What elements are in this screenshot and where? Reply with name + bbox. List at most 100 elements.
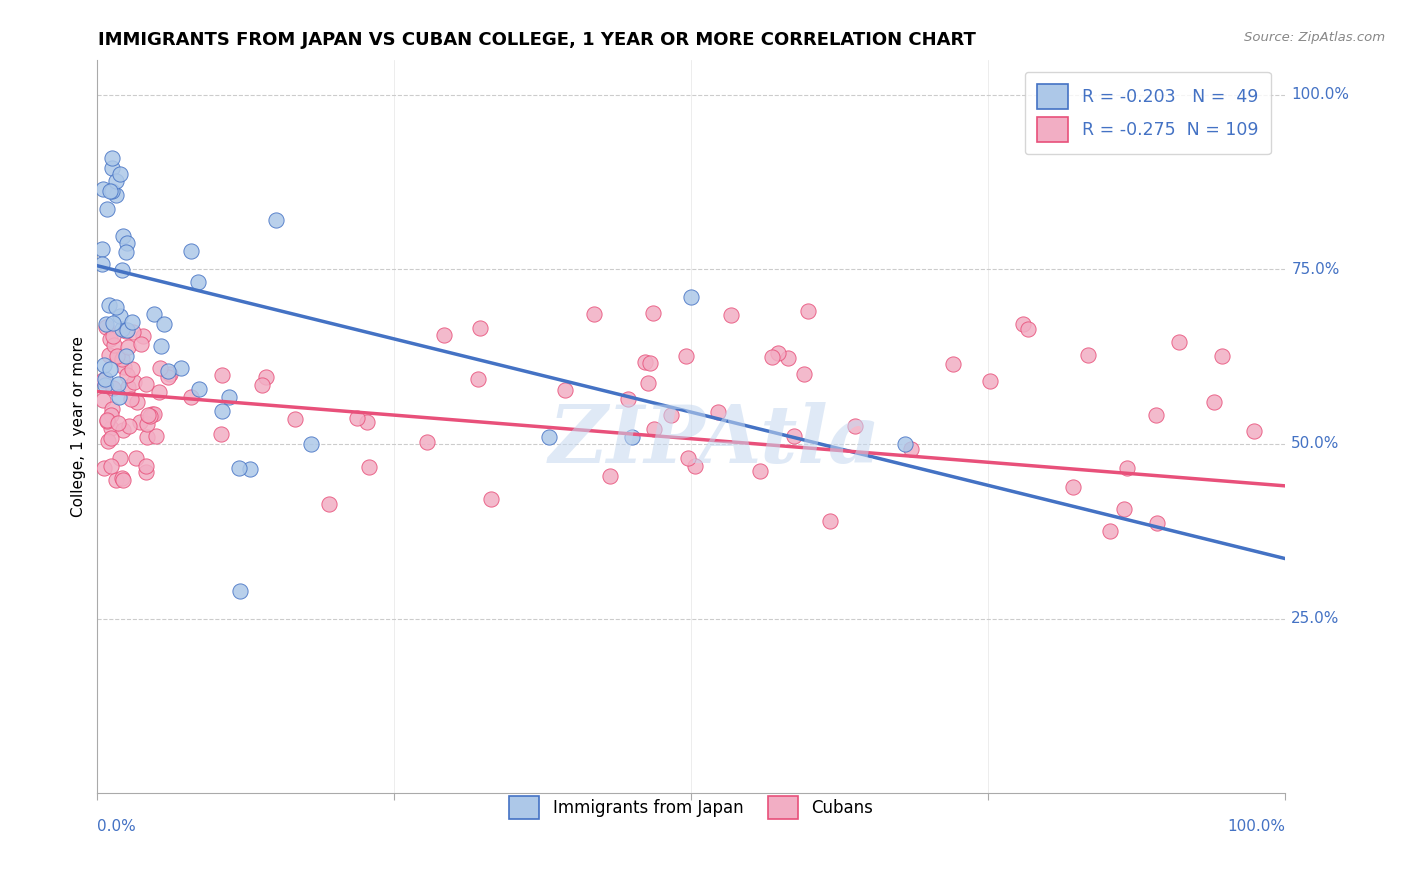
Point <box>209 427 232 442</box>
Point <box>103 381 125 395</box>
Point <box>148 385 170 400</box>
Point <box>170 360 193 375</box>
Point <box>111 263 134 277</box>
Point <box>91 257 114 271</box>
Point <box>115 244 138 259</box>
Point <box>766 345 789 359</box>
Point <box>1146 516 1168 530</box>
Point <box>211 368 233 383</box>
Point <box>97 298 120 312</box>
Point <box>93 182 115 196</box>
Point <box>1144 408 1167 422</box>
Point <box>153 318 176 332</box>
Point <box>115 323 138 337</box>
Point <box>91 392 114 407</box>
Point <box>139 409 162 424</box>
Point <box>101 151 124 165</box>
Point <box>100 184 122 198</box>
Point <box>1243 424 1265 438</box>
Point <box>93 358 115 372</box>
Legend: Immigrants from Japan, Cubans: Immigrants from Japan, Cubans <box>496 782 887 833</box>
Point <box>94 317 117 331</box>
Point <box>659 408 682 422</box>
Point <box>125 451 148 466</box>
Point <box>1098 524 1121 538</box>
Point <box>818 514 841 528</box>
Y-axis label: College, 1 year or more: College, 1 year or more <box>72 336 86 517</box>
Point <box>599 469 621 483</box>
Point <box>111 322 134 336</box>
Point <box>93 460 115 475</box>
Point <box>685 459 707 474</box>
Point <box>979 374 1001 388</box>
Point <box>284 412 307 426</box>
Point <box>135 459 157 474</box>
Point <box>554 383 576 397</box>
Point <box>122 326 145 340</box>
Point <box>676 451 699 466</box>
Point <box>104 300 127 314</box>
Point <box>107 377 129 392</box>
Point <box>640 356 662 370</box>
Point <box>107 416 129 430</box>
Point <box>359 460 381 475</box>
Point <box>101 161 124 175</box>
Point <box>228 460 250 475</box>
Point <box>105 188 128 202</box>
Point <box>1167 334 1189 349</box>
Point <box>783 429 806 443</box>
Point <box>143 307 166 321</box>
Point <box>97 348 120 362</box>
Point <box>776 351 799 365</box>
Point <box>136 430 159 444</box>
Point <box>218 391 240 405</box>
Point <box>94 378 117 392</box>
Point <box>131 337 153 351</box>
Point <box>110 451 132 466</box>
Point <box>100 458 122 473</box>
Point <box>1211 349 1233 363</box>
Point <box>135 465 157 479</box>
Point <box>1114 502 1136 516</box>
Point <box>104 174 127 188</box>
Point <box>159 368 181 382</box>
Point <box>135 417 157 431</box>
Text: 25.0%: 25.0% <box>1291 611 1340 626</box>
Point <box>617 392 640 406</box>
Point <box>1062 480 1084 494</box>
Point <box>150 339 173 353</box>
Point <box>136 408 159 422</box>
Point <box>141 408 163 422</box>
Point <box>98 362 121 376</box>
Point <box>101 185 124 199</box>
Point <box>643 422 665 436</box>
Point <box>941 357 963 371</box>
Point <box>117 379 139 393</box>
Point <box>433 327 456 342</box>
Point <box>105 349 128 363</box>
Text: Source: ZipAtlas.com: Source: ZipAtlas.com <box>1244 31 1385 45</box>
Text: ZIPAtla: ZIPAtla <box>550 402 882 480</box>
Point <box>132 329 155 343</box>
Point <box>239 461 262 475</box>
Point <box>211 404 233 418</box>
Text: IMMIGRANTS FROM JAPAN VS CUBAN COLLEGE, 1 YEAR OR MORE CORRELATION CHART: IMMIGRANTS FROM JAPAN VS CUBAN COLLEGE, … <box>98 31 976 49</box>
Point <box>94 320 117 334</box>
Point <box>118 419 141 434</box>
Point <box>1116 461 1139 475</box>
Point <box>91 373 114 387</box>
Point <box>188 382 211 396</box>
Point <box>98 332 121 346</box>
Point <box>100 421 122 435</box>
Point <box>637 376 659 390</box>
Point <box>1077 348 1099 362</box>
Point <box>187 275 209 289</box>
Point <box>844 418 866 433</box>
Point <box>103 316 125 330</box>
Point <box>634 354 657 368</box>
Point <box>121 362 143 376</box>
Point <box>254 369 277 384</box>
Text: 50.0%: 50.0% <box>1291 436 1340 451</box>
Point <box>112 229 135 244</box>
Point <box>797 303 820 318</box>
